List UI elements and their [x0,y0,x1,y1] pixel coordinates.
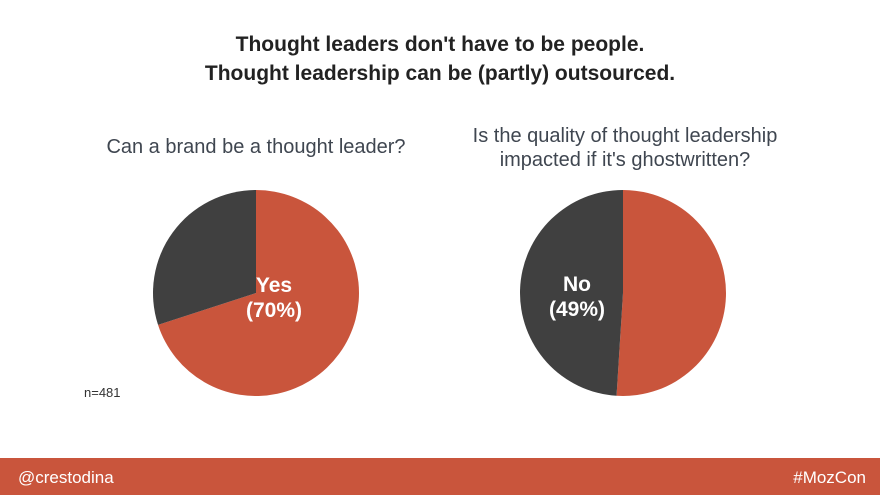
pie-1-slice-label: Yes [256,274,292,297]
pie-2-slice-percent: (49%) [549,298,605,321]
chart-1-title: Can a brand be a thought leader? [106,136,406,158]
event-hashtag: #MozCon [793,468,866,487]
chart-2-title-line-1: Is the quality of thought leadership [472,125,778,147]
pie-1-slice-yes [158,190,359,396]
chart-2-title: Is the quality of thought leadership imp… [400,124,850,172]
slide-title: Thought leaders don't have to be people.… [0,30,880,88]
pie-1-slice-no [153,190,256,325]
pie-2-slice-no [520,190,623,396]
pie-1-slice-percent: (70%) [246,299,302,322]
pie-chart-ghostwritten-quality: No (49%) [520,190,727,396]
pie-chart-brand-thought-leader: Yes (70%) [153,190,359,396]
pie-2-slice-label: No [563,273,591,296]
sample-size-note: n=481 [84,385,121,400]
chart-2-title-line-2: impacted if it's ghostwritten? [499,149,751,171]
pie-2-slice-yes [616,190,727,396]
title-line-1: Thought leaders don't have to be people. [235,33,645,56]
footer-bar: @crestodina #MozCon [0,458,880,495]
twitter-handle: @crestodina [18,468,114,487]
title-line-2: Thought leadership can be (partly) outso… [204,62,676,85]
